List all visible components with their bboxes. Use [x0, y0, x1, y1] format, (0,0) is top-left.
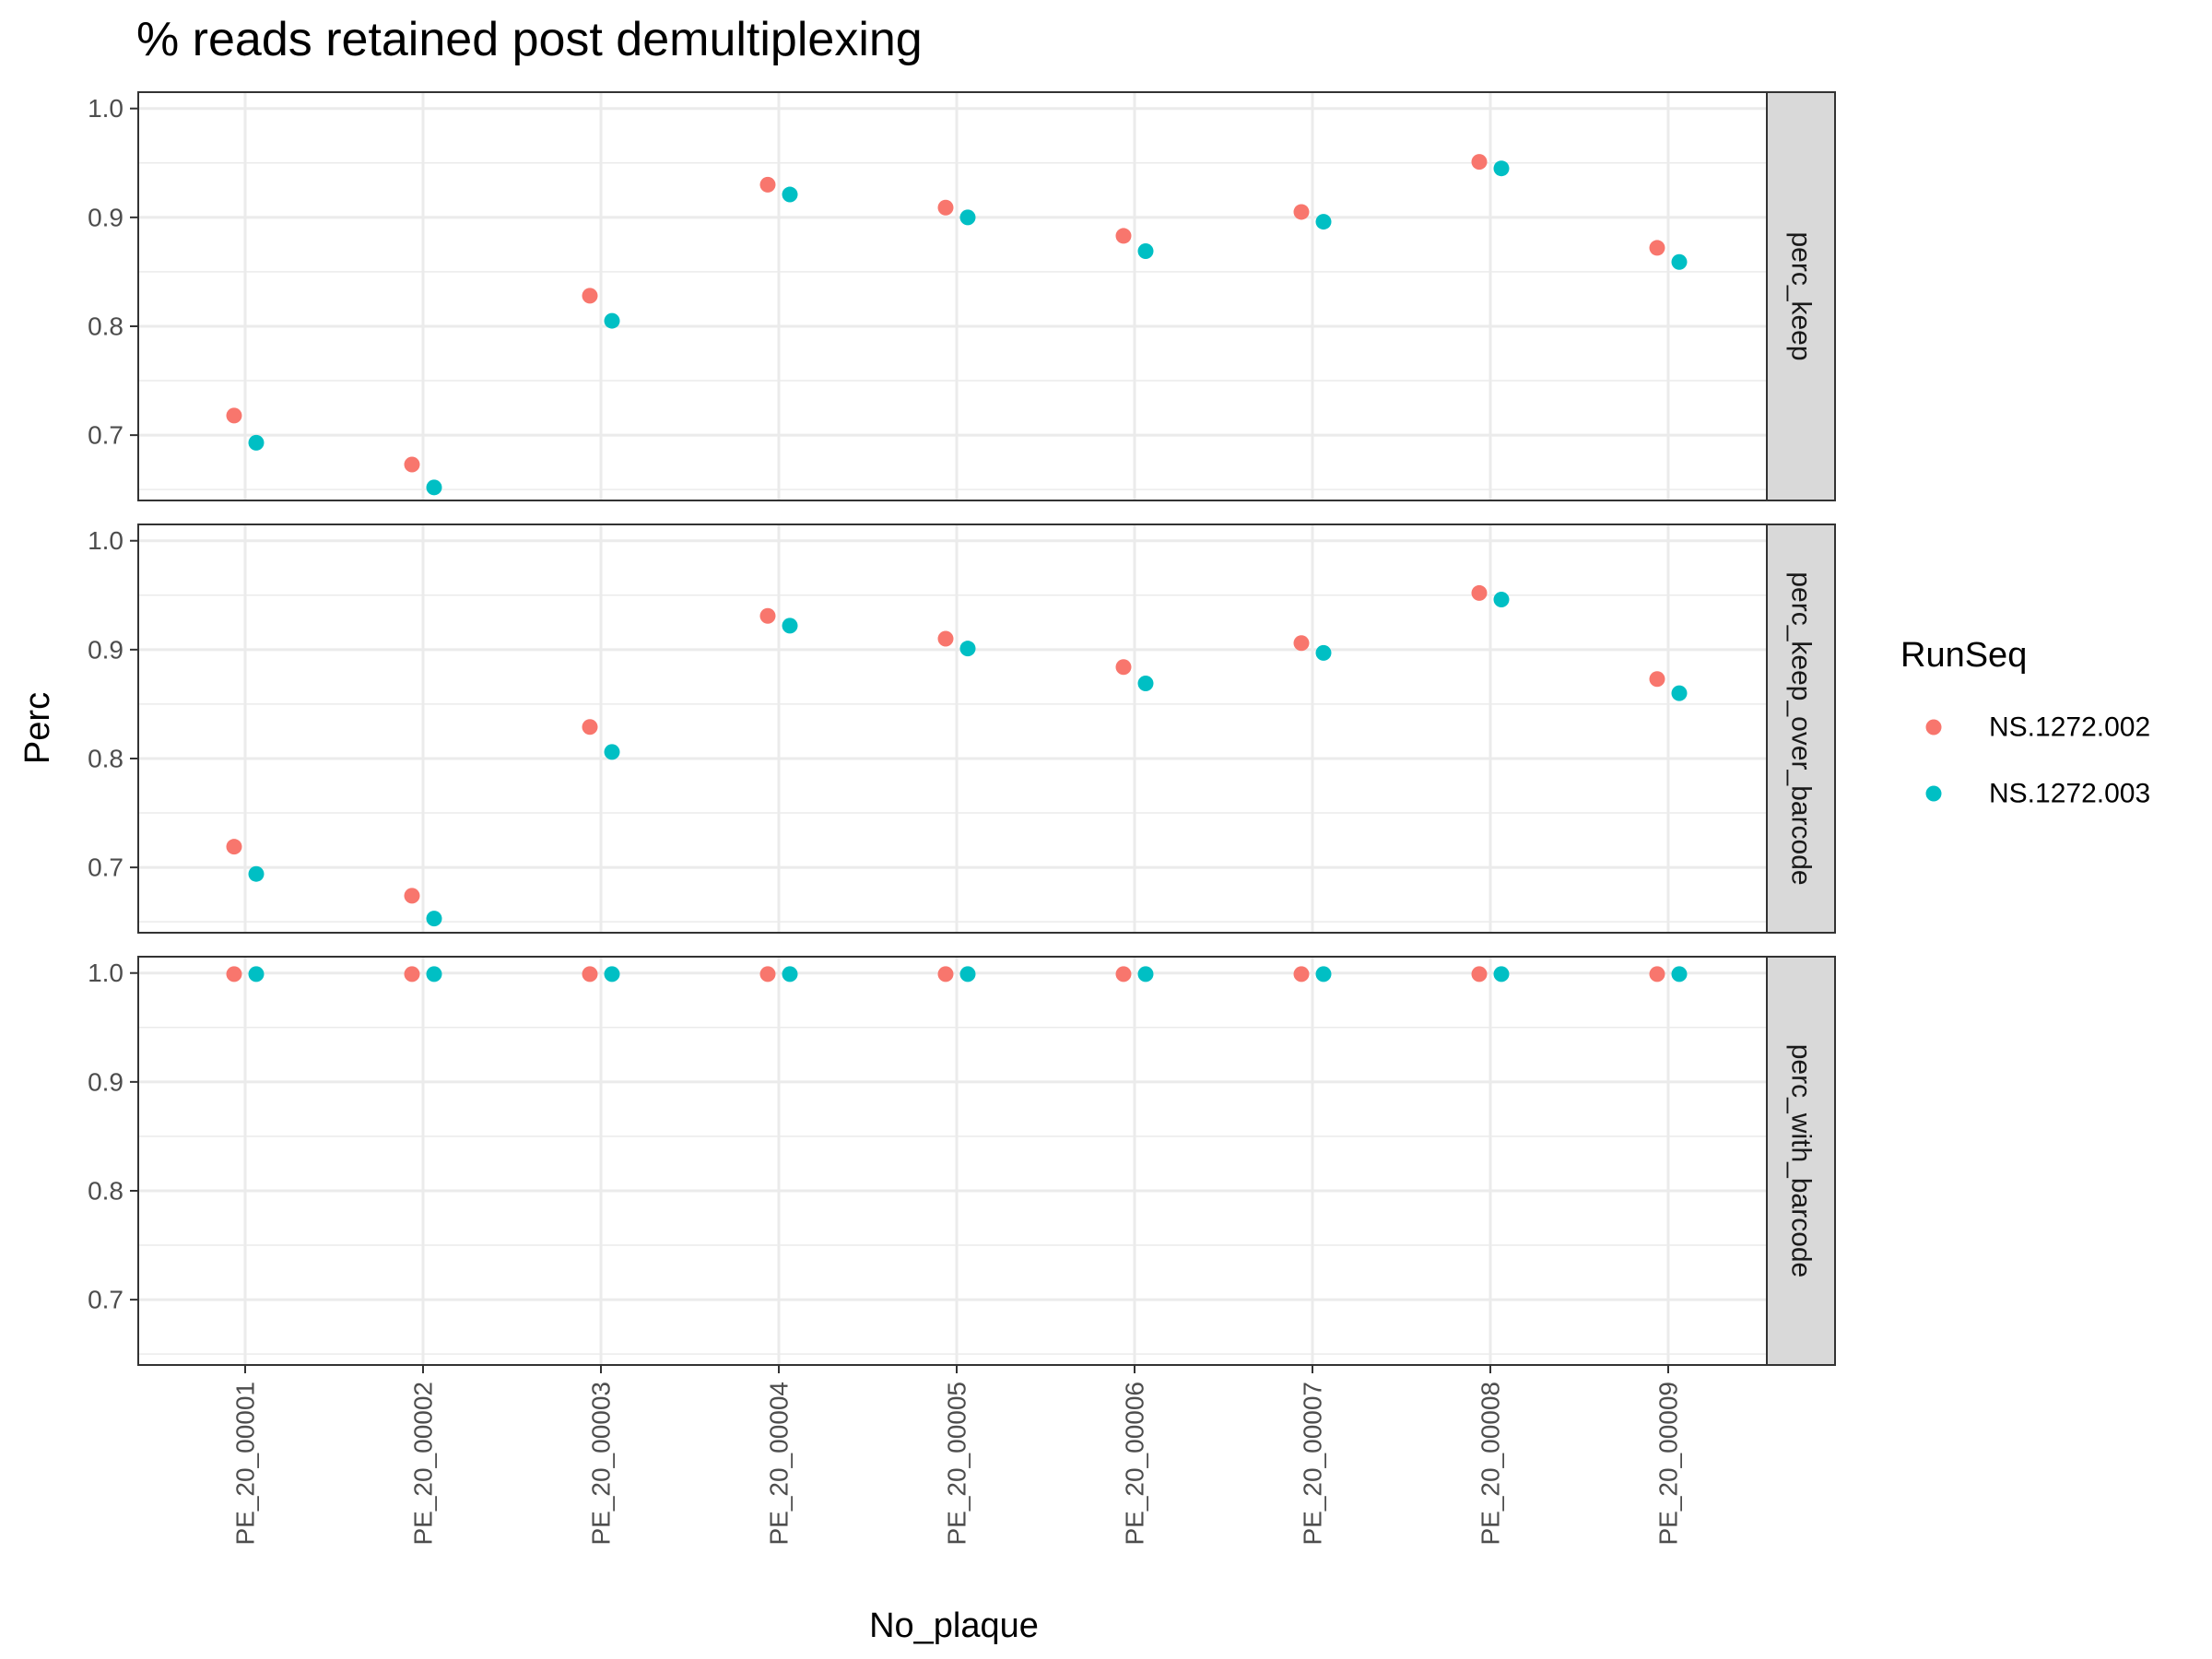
data-point-NS.1272.003-PE_20_00006 — [1137, 242, 1154, 259]
data-point-NS.1272.003-PE_20_00004 — [782, 186, 798, 203]
data-point-NS.1272.002-PE_20_00009 — [1649, 671, 1665, 688]
facet-panel-perc_with_barcode: perc_with_barcode 0.7 0.8 0.9 1.0 — [88, 956, 1836, 1366]
y-tick-label: 0.9 — [88, 635, 124, 664]
data-point-NS.1272.003-PE_20_00006 — [1137, 675, 1154, 691]
chart-title: % reads retained post demultiplexing — [136, 13, 923, 66]
y-tick-label: 0.8 — [88, 1176, 124, 1205]
data-point-NS.1272.002-PE_20_00003 — [582, 288, 598, 304]
x-tick-label: PE_20_00008 — [1477, 1382, 1505, 1546]
y-tick-label: 0.7 — [88, 421, 124, 450]
data-point-NS.1272.002-PE_20_00001 — [226, 407, 242, 424]
data-point-NS.1272.003-PE_20_00007 — [1315, 644, 1332, 661]
panel-background — [138, 524, 1767, 933]
x-tick-label: PE_20_00004 — [765, 1382, 794, 1546]
data-point-NS.1272.003-PE_20_00009 — [1671, 966, 1688, 982]
data-point-NS.1272.003-PE_20_00008 — [1493, 160, 1510, 177]
y-tick-label: 0.8 — [88, 312, 124, 340]
data-point-NS.1272.002-PE_20_00008 — [1471, 154, 1488, 171]
data-point-NS.1272.003-PE_20_00007 — [1315, 966, 1332, 982]
data-point-NS.1272.002-PE_20_00002 — [404, 888, 420, 904]
data-point-NS.1272.003-PE_20_00007 — [1315, 214, 1332, 230]
x-axis: PE_20_00001 PE_20_00002 PE_20_00003 PE_20_0… — [231, 1365, 1683, 1546]
data-point-NS.1272.003-PE_20_00005 — [959, 209, 976, 226]
data-point-NS.1272.003-PE_20_00008 — [1493, 966, 1510, 982]
facet-panel-perc_keep: perc_keep 0.7 0.8 0.9 1.0 — [88, 91, 1836, 501]
data-point-NS.1272.003-PE_20_00003 — [604, 312, 620, 329]
data-point-NS.1272.002-PE_20_00002 — [404, 966, 420, 982]
legend-key-NS.1272.003 — [1925, 785, 1942, 802]
facet-strip-label: perc_keep — [1786, 231, 1817, 360]
data-point-NS.1272.002-PE_20_00006 — [1115, 659, 1132, 676]
legend-label: NS.1272.003 — [1989, 779, 2150, 809]
x-tick-label: PE_20_00007 — [1299, 1382, 1327, 1546]
y-tick-label: 0.7 — [88, 1286, 124, 1314]
data-point-NS.1272.002-PE_20_00003 — [582, 719, 598, 735]
x-tick-label: PE_20_00002 — [409, 1382, 438, 1546]
data-point-NS.1272.003-PE_20_00004 — [782, 966, 798, 982]
data-point-NS.1272.003-PE_20_00005 — [959, 641, 976, 657]
y-axis-title: Perc — [18, 692, 57, 764]
data-point-NS.1272.002-PE_20_00008 — [1471, 584, 1488, 601]
data-point-NS.1272.002-PE_20_00006 — [1115, 228, 1132, 244]
facet-panel-perc_keep_over_barcode: perc_keep_over_barcode 0.7 0.8 0.9 1.0 — [88, 524, 1836, 934]
legend-title: RunSeq — [1900, 636, 2027, 675]
data-point-NS.1272.003-PE_20_00009 — [1671, 685, 1688, 701]
x-axis-title: No_plaque — [869, 1606, 1039, 1645]
data-point-NS.1272.002-PE_20_00005 — [937, 630, 954, 647]
data-point-NS.1272.002-PE_20_00005 — [937, 966, 954, 982]
y-tick-label: 1.0 — [88, 959, 124, 987]
facet-strip-label: perc_with_barcode — [1786, 1044, 1817, 1278]
data-point-NS.1272.003-PE_20_00004 — [782, 618, 798, 634]
facet-strip — [1766, 524, 1836, 934]
data-point-NS.1272.003-PE_20_00001 — [248, 434, 265, 451]
legend-label: NS.1272.002 — [1989, 712, 2150, 743]
data-point-NS.1272.002-PE_20_00002 — [404, 456, 420, 473]
x-tick-label: PE_20_00001 — [231, 1382, 260, 1546]
x-tick-label: PE_20_00009 — [1654, 1382, 1683, 1546]
y-tick-label: 0.9 — [88, 1067, 124, 1096]
x-tick-label: PE_20_00003 — [587, 1382, 616, 1546]
data-point-NS.1272.002-PE_20_00007 — [1293, 204, 1310, 220]
data-point-NS.1272.002-PE_20_00001 — [226, 839, 242, 855]
x-tick-label: PE_20_00006 — [1121, 1382, 1149, 1546]
data-point-NS.1272.002-PE_20_00007 — [1293, 635, 1310, 652]
data-point-NS.1272.003-PE_20_00003 — [604, 966, 620, 982]
y-tick-label: 0.8 — [88, 744, 124, 772]
data-point-NS.1272.002-PE_20_00008 — [1471, 966, 1488, 982]
data-point-NS.1272.003-PE_20_00002 — [426, 966, 442, 982]
data-point-NS.1272.003-PE_20_00009 — [1671, 253, 1688, 270]
data-point-NS.1272.002-PE_20_00006 — [1115, 966, 1132, 982]
data-point-NS.1272.002-PE_20_00004 — [759, 176, 776, 193]
data-point-NS.1272.003-PE_20_00001 — [248, 865, 265, 882]
legend-key-NS.1272.002 — [1925, 719, 1942, 735]
data-point-NS.1272.002-PE_20_00001 — [226, 966, 242, 982]
facet-strip-label: perc_keep_over_barcode — [1786, 571, 1817, 885]
data-point-NS.1272.002-PE_20_00004 — [759, 966, 776, 982]
y-tick-label: 0.7 — [88, 853, 124, 882]
facet-strip — [1766, 956, 1836, 1366]
data-point-NS.1272.002-PE_20_00009 — [1649, 240, 1665, 256]
data-point-NS.1272.003-PE_20_00008 — [1493, 592, 1510, 608]
data-point-NS.1272.003-PE_20_00005 — [959, 966, 976, 982]
data-point-NS.1272.003-PE_20_00001 — [248, 966, 265, 982]
x-tick-label: PE_20_00005 — [943, 1382, 971, 1546]
y-tick-label: 1.0 — [88, 94, 124, 123]
data-point-NS.1272.002-PE_20_00005 — [937, 199, 954, 216]
data-point-NS.1272.003-PE_20_00006 — [1137, 966, 1154, 982]
data-point-NS.1272.003-PE_20_00002 — [426, 479, 442, 496]
facet-panels: perc_keep0.70.80.91.0perc_keep_over_barc… — [88, 91, 1836, 1366]
data-point-NS.1272.003-PE_20_00002 — [426, 911, 442, 927]
data-point-NS.1272.002-PE_20_00004 — [759, 607, 776, 624]
panel-background — [138, 92, 1767, 500]
facet-strip — [1766, 91, 1836, 501]
data-point-NS.1272.002-PE_20_00007 — [1293, 966, 1310, 982]
legend: RunSeq NS.1272.002 NS.1272.003 — [1900, 636, 2150, 809]
panel-background — [138, 957, 1767, 1365]
data-point-NS.1272.002-PE_20_00003 — [582, 966, 598, 982]
data-point-NS.1272.003-PE_20_00003 — [604, 744, 620, 760]
data-point-NS.1272.002-PE_20_00009 — [1649, 966, 1665, 982]
y-tick-label: 1.0 — [88, 526, 124, 555]
y-tick-label: 0.9 — [88, 203, 124, 231]
